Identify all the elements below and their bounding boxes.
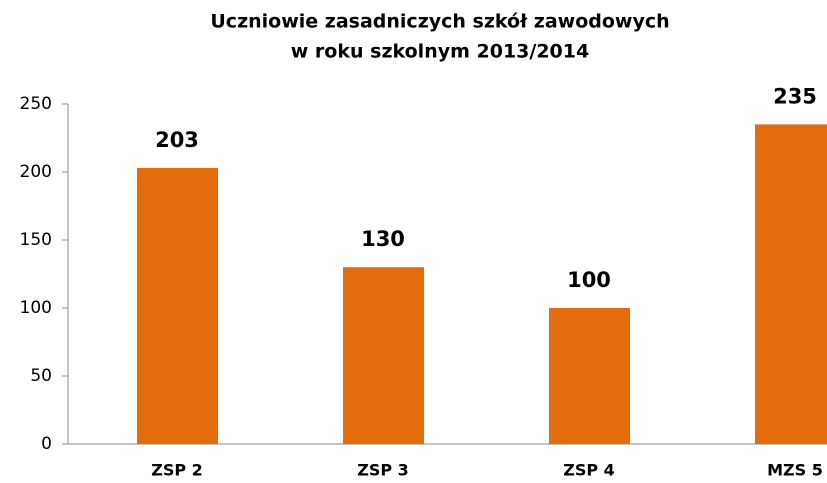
y-tick-label: 100	[20, 298, 52, 318]
value-label: 235	[773, 84, 817, 108]
x-tick-label: ZSP 4	[563, 461, 615, 480]
bar	[755, 124, 827, 445]
bar	[549, 308, 630, 444]
y-tick-label: 0	[41, 434, 52, 454]
chart-title: w roku szkolnym 2013/2014	[291, 41, 589, 63]
x-tick-label: ZSP 3	[357, 461, 409, 480]
value-label: 100	[567, 268, 611, 292]
x-tick-label: MZS 5	[767, 461, 823, 480]
value-label: 130	[361, 227, 405, 251]
y-tick-label: 150	[20, 230, 52, 250]
bar	[343, 267, 424, 444]
bar	[137, 167, 218, 445]
x-tick-label: ZSP 2	[151, 461, 203, 480]
y-tick-label: 50	[30, 366, 52, 386]
y-tick-label: 250	[20, 94, 52, 114]
chart-title: Uczniowie zasadniczych szkół zawodowych	[210, 11, 669, 33]
y-tick-label: 200	[20, 162, 52, 182]
value-label: 203	[155, 128, 199, 152]
